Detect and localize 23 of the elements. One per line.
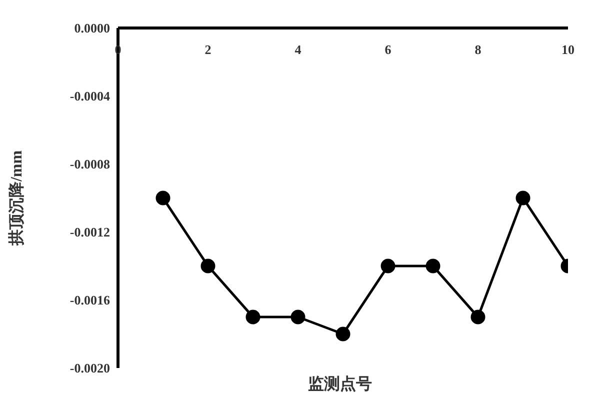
y-tick-label: -0.0016 xyxy=(70,292,110,308)
y-tick-label: -0.0008 xyxy=(70,156,110,172)
y-tick-label: -0.0020 xyxy=(70,360,110,376)
y-axis-title: 拱顶沉降/mm xyxy=(8,150,26,247)
y-tick-label: -0.0012 xyxy=(70,224,110,240)
point xyxy=(290,310,306,324)
x-tick-label: 0 xyxy=(114,42,122,57)
point xyxy=(380,258,396,274)
x-tick-label: 10 xyxy=(562,42,574,57)
point xyxy=(246,310,260,324)
point xyxy=(470,310,486,324)
y-tick-label: 0.0000 xyxy=(74,20,110,36)
point xyxy=(516,190,530,206)
x-axis-title: 监测点号 xyxy=(308,374,372,395)
x-tick-label: 8 xyxy=(474,42,482,57)
y-tick-label: -0.0004 xyxy=(70,88,110,104)
point xyxy=(336,326,350,342)
point xyxy=(426,258,440,274)
x-tick-label: 2 xyxy=(204,42,212,57)
point xyxy=(200,258,216,274)
x-tick-label: 6 xyxy=(384,42,392,57)
x-tick-label: 4 xyxy=(294,42,302,57)
point xyxy=(156,190,170,206)
